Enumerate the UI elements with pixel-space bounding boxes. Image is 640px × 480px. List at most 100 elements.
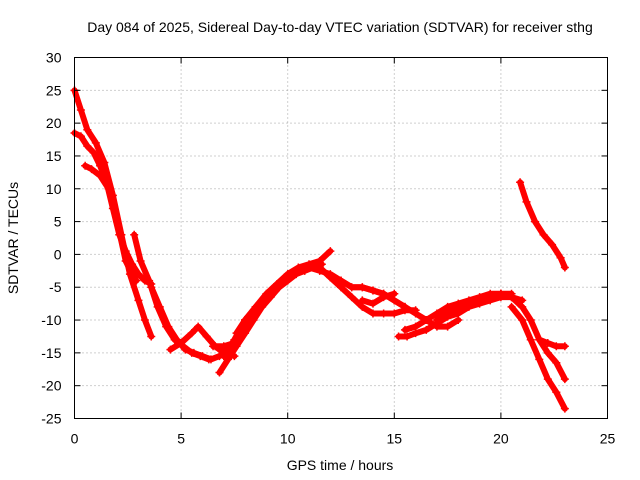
data-point-marker [121, 256, 130, 265]
data-point-marker [145, 276, 154, 285]
data-point-marker [543, 375, 552, 384]
data-point-marker [422, 325, 431, 334]
y-tick-label: 20 [46, 115, 62, 131]
data-point-marker [189, 348, 198, 357]
data-point-marker [194, 322, 203, 331]
y-axis-title: SDTVAR / TECUs [5, 182, 21, 294]
data-point-marker [87, 165, 96, 174]
data-point-marker [522, 197, 531, 206]
data-point-marker [181, 345, 190, 354]
data-point-marker [266, 286, 275, 295]
data-point-marker [104, 184, 113, 193]
data-point-marker [464, 299, 473, 308]
data-point-marker [81, 161, 90, 170]
data-point-marker [347, 283, 356, 292]
plot-frame [74, 57, 608, 419]
series-line [497, 290, 568, 383]
data-point-marker [292, 266, 301, 275]
x-tick-label: 5 [177, 431, 185, 447]
data-point-marker [206, 355, 215, 364]
data-point-marker [552, 342, 561, 351]
data-point-marker [516, 178, 525, 187]
chart-title: Day 084 of 2025, Sidereal Day-to-day VTE… [87, 19, 593, 35]
series-track-15 [394, 293, 516, 341]
data-point-marker [215, 368, 224, 377]
data-point-marker [315, 263, 324, 272]
data-point-marker [368, 286, 377, 295]
data-point-marker [130, 230, 139, 239]
data-point-marker [526, 316, 535, 325]
data-point-marker [83, 125, 92, 134]
series-line [167, 323, 238, 360]
y-tick-label: 30 [46, 50, 62, 66]
x-axis-title: GPS time / hours [287, 457, 394, 473]
data-point-marker [422, 316, 431, 325]
data-point-marker [379, 309, 388, 318]
x-tick-label: 10 [280, 431, 296, 447]
series-line [82, 162, 140, 284]
data-point-marker [531, 217, 540, 226]
data-point-marker [232, 329, 241, 338]
data-point-marker [432, 316, 441, 325]
y-tick-label: -5 [49, 279, 62, 295]
x-tick-label: 15 [387, 431, 403, 447]
series-track-20 [535, 335, 569, 351]
y-tick-label: 10 [46, 181, 62, 197]
series-track-7 [215, 260, 326, 377]
series-track-4 [130, 230, 213, 364]
series-track-3 [81, 161, 141, 285]
x-tick-label: 20 [493, 431, 509, 447]
series-line [536, 336, 568, 350]
series-track-21 [516, 178, 569, 272]
series-track-14 [358, 289, 399, 308]
y-tick-label: -25 [41, 411, 61, 427]
data-point-marker [443, 309, 452, 318]
y-tick-label: 15 [46, 148, 62, 164]
series-track-12 [315, 263, 420, 318]
data-point-marker [394, 332, 403, 341]
data-point-marker [400, 302, 409, 311]
series-line [148, 284, 231, 363]
data-point-marker [535, 335, 544, 344]
data-point-marker [89, 148, 98, 157]
data-point-marker [198, 352, 207, 361]
data-point-marker [224, 355, 233, 364]
data-point-marker [166, 345, 175, 354]
data-point-marker [202, 332, 211, 341]
data-point-marker [556, 253, 565, 262]
data-point-marker [475, 296, 484, 305]
data-point-marker [83, 142, 92, 151]
data-point-marker [147, 332, 156, 341]
data-point-marker [76, 132, 85, 141]
data-point-marker [209, 342, 218, 351]
data-point-marker [507, 293, 516, 302]
data-point-marker [526, 335, 535, 344]
data-point-marker [128, 270, 137, 279]
data-point-marker [560, 342, 569, 351]
data-point-marker [337, 276, 345, 285]
data-point-marker [403, 332, 412, 341]
data-point-marker [443, 322, 452, 331]
data-point-marker [113, 217, 122, 226]
x-tick-label: 0 [71, 431, 79, 447]
data-point-marker [560, 263, 569, 272]
data-point-marker [347, 293, 356, 302]
series-track-5 [147, 283, 233, 364]
x-tick-label: 25 [600, 431, 616, 447]
data-point-marker [96, 161, 105, 170]
series-line [316, 264, 419, 317]
data-point-marker [91, 138, 100, 147]
data-point-marker [219, 352, 228, 361]
data-point-marker [390, 289, 399, 298]
data-point-marker [132, 276, 141, 285]
data-point-marker [358, 283, 367, 292]
data-point-marker [140, 316, 149, 325]
y-tick-label: 0 [54, 246, 62, 262]
data-point-marker [368, 299, 377, 308]
data-point-marker [249, 306, 258, 315]
data-point-marker [358, 296, 367, 305]
data-point-marker [326, 273, 335, 282]
series-line [131, 231, 212, 363]
data-point-marker [411, 322, 420, 331]
